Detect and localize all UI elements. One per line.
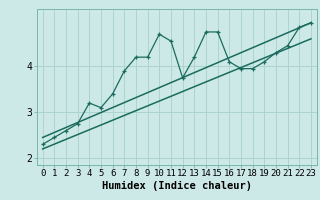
X-axis label: Humidex (Indice chaleur): Humidex (Indice chaleur): [102, 181, 252, 191]
